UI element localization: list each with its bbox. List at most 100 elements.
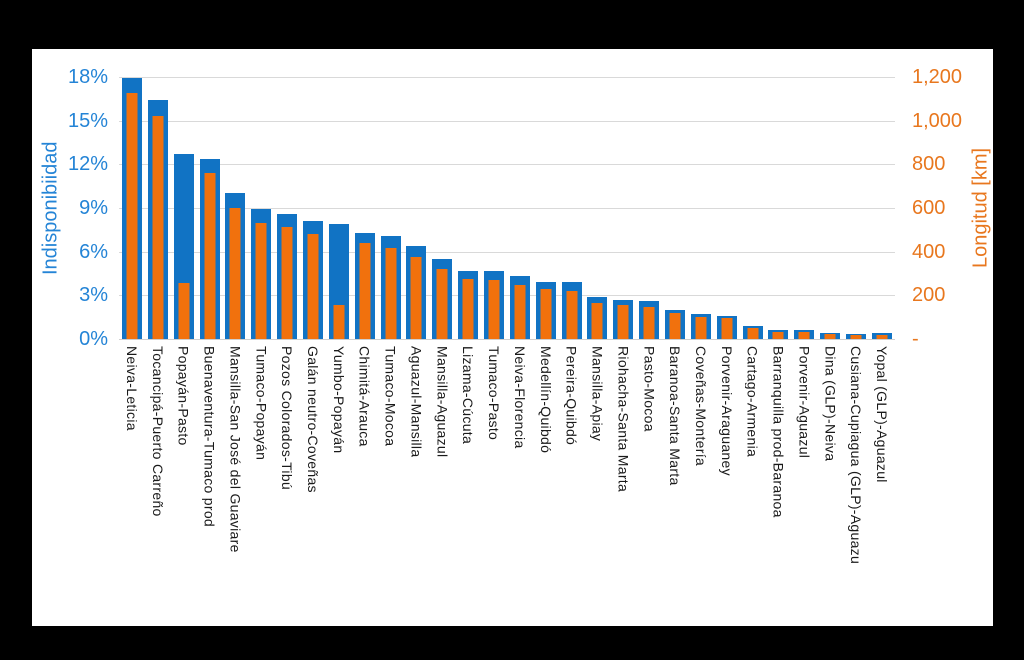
right-axis-tick: 800 [912, 153, 946, 176]
longitud-bar [385, 248, 397, 339]
longitud-bar [514, 285, 526, 339]
longitud-bar [462, 278, 474, 339]
longitud-bar [721, 317, 733, 339]
bar-group [378, 77, 404, 339]
bar-group [119, 77, 145, 339]
category-label: Cusiana-Cupiagua (GLP)-Aguazu [848, 346, 865, 565]
longitud-bar [488, 280, 500, 339]
category-label: Porvenir-Aguazul [796, 346, 813, 459]
category-label: Tocancipá-Puerto Carreño [149, 346, 166, 517]
category-label: Neiva-Leticia [123, 346, 140, 431]
bar-group [714, 77, 740, 339]
longitud-bar [747, 328, 759, 339]
bar-group [869, 77, 895, 339]
right-axis-tick: - [912, 328, 919, 350]
right-axis-ticks: 1,200 1,000 800 600 400 200 - [912, 66, 990, 350]
longitud-bar [178, 283, 190, 339]
longitud-bar [824, 334, 836, 339]
category-label: Pereira-Quibdó [563, 346, 580, 446]
gridlines [119, 77, 895, 340]
longitud-bar [204, 173, 215, 339]
longitud-bar [850, 335, 862, 339]
left-axis-tick: 18% [67, 66, 108, 88]
category-label: Popayán-Pasto [175, 346, 192, 446]
right-axis-title: Longitud [km] [969, 147, 992, 269]
chart-canvas: Indisponibiidad 18% 15% 12% 9% 6% 3% 0% 1,200 1… [32, 49, 993, 626]
left-axis-tick: 15% [67, 109, 108, 132]
bar-group [455, 77, 481, 339]
category-label: Barranquilla prod-Baranoa [770, 346, 787, 518]
category-label: Mansilla-San José del Guaviare [227, 346, 244, 553]
bar-group [248, 77, 274, 339]
category-label: Baranoa-Santa Marta [667, 346, 684, 486]
left-axis-tick: 0% [79, 328, 108, 350]
category-label: Pasto-Mocoa [641, 346, 658, 432]
category-label: Lizama-Cúcuta [460, 346, 477, 445]
x-axis-line [119, 339, 895, 340]
longitud-bar [617, 304, 629, 339]
gridline [119, 77, 895, 78]
category-label: Mansilla-Apiay [589, 346, 606, 442]
longitud-bar [695, 316, 707, 339]
category-label: Porvenir-Araguaney [718, 346, 735, 476]
bar-group [274, 77, 300, 339]
longitud-bar [126, 93, 138, 339]
bar-group [197, 77, 223, 339]
left-axis-tick: 3% [79, 284, 108, 307]
bar-group [662, 77, 688, 339]
bar-group [533, 77, 559, 339]
longitud-bar [876, 334, 888, 339]
longitud-bar [281, 226, 293, 339]
bar-group [145, 77, 171, 339]
longitud-bar [255, 223, 267, 339]
gridline [119, 120, 895, 122]
left-axis-tick: 12% [67, 153, 108, 176]
bar-group [352, 77, 378, 339]
left-axis-ticks: 18% 15% 12% 9% 6% 3% 0% [32, 66, 108, 350]
category-label: Medellín-Quibdó [537, 346, 554, 454]
bars [119, 77, 895, 339]
longitud-bar [436, 269, 448, 339]
category-label: Cartago-Armenia [744, 346, 761, 458]
left-axis-tick: 6% [79, 240, 108, 263]
longitud-bar [229, 208, 241, 339]
bar-group [171, 77, 197, 339]
category-label: Yumbo-Popayán [330, 346, 347, 454]
category-label: Yopal (GLP)-Aguazul [874, 346, 891, 483]
longitud-bar [333, 305, 345, 339]
longitud-bar [359, 243, 371, 339]
gridline [119, 251, 895, 253]
longitud-bar [307, 233, 319, 339]
bar-group [636, 77, 662, 339]
right-axis-tick: 1,200 [912, 66, 963, 88]
category-labels: Neiva-Leticia Tocancipá-Puerto Carreño Pop… [119, 346, 895, 626]
longitud-bar [566, 290, 578, 339]
gridline [119, 208, 895, 209]
bar-group [429, 77, 455, 339]
longitud-bar [669, 312, 681, 339]
category-label: Pozos Colorados-Tibú [279, 346, 296, 490]
bar-group [403, 77, 429, 339]
plot-area [119, 77, 895, 340]
longitud-bar [772, 331, 784, 339]
right-axis-tick: 1,000 [912, 109, 963, 132]
longitud-bar [798, 332, 810, 339]
bar-group [688, 77, 714, 339]
longitud-bar [410, 256, 422, 339]
longitud-bar [540, 289, 552, 339]
gridline [119, 164, 895, 166]
category-label: Galán neutro-Coveñas [305, 346, 321, 493]
bar-group [584, 77, 610, 339]
right-axis-tick: 600 [912, 197, 946, 219]
category-label: Mansilla-Aguazul [434, 346, 451, 458]
category-label: Chimitá-Arauca [356, 346, 373, 447]
bar-group [507, 77, 533, 339]
category-label: Tumaco-Mocoa [382, 346, 399, 447]
bar-group [817, 77, 843, 339]
longitud-bar [643, 307, 655, 339]
category-label: Dina (GLP)-Neiva [822, 346, 839, 462]
category-label: Neiva-Florencia [511, 346, 528, 449]
bar-group [791, 77, 817, 339]
bar-group [843, 77, 869, 339]
